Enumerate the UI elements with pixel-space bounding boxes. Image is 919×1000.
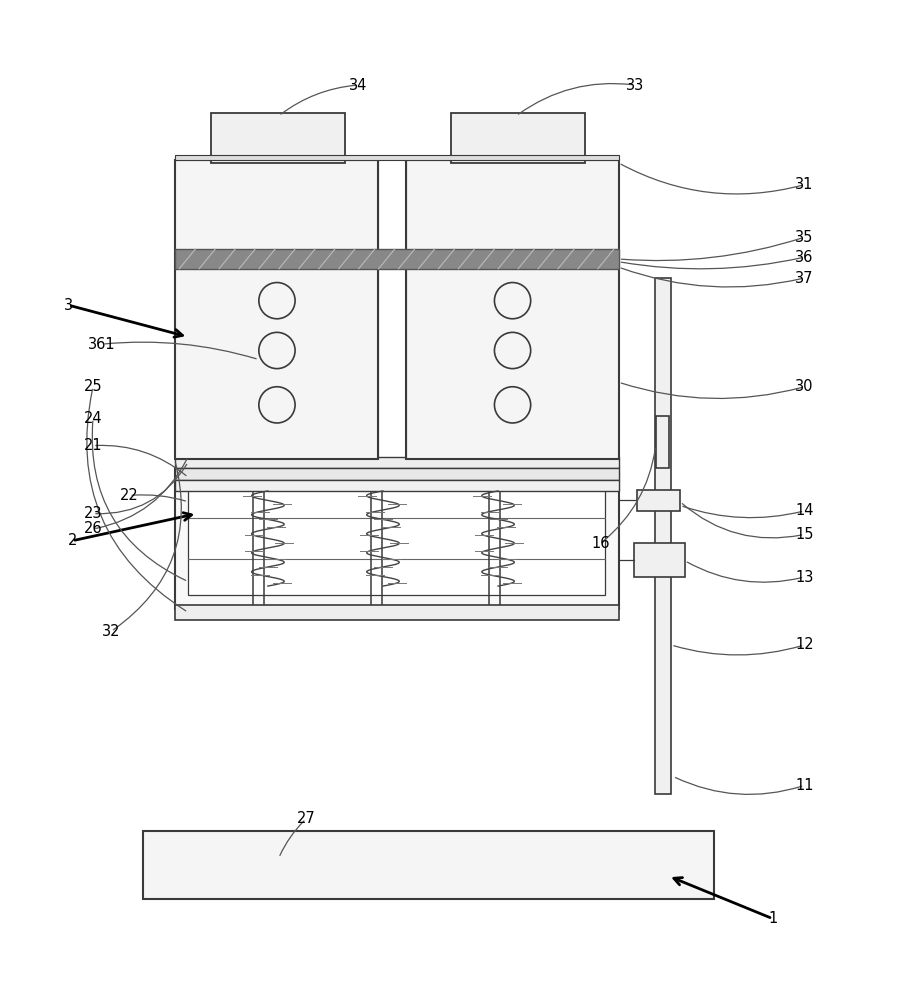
Bar — [633, 543, 684, 577]
Text: 1: 1 — [767, 911, 777, 926]
Text: 21: 21 — [84, 438, 102, 453]
Bar — [175, 605, 618, 620]
Text: 25: 25 — [84, 379, 102, 394]
Text: 2: 2 — [67, 533, 77, 548]
Text: 15: 15 — [794, 527, 812, 542]
Bar — [450, 113, 584, 163]
Bar — [655, 416, 669, 468]
Bar — [636, 490, 679, 511]
Text: 11: 11 — [794, 778, 812, 793]
Text: 23: 23 — [84, 506, 102, 521]
Text: 34: 34 — [349, 78, 368, 93]
Text: 12: 12 — [794, 637, 812, 652]
Bar — [142, 831, 713, 899]
Bar — [654, 278, 670, 794]
Text: 32: 32 — [102, 624, 120, 639]
Text: 31: 31 — [794, 177, 812, 192]
Bar — [405, 160, 618, 459]
Bar — [175, 480, 618, 491]
Bar — [210, 113, 345, 163]
Bar — [175, 457, 618, 468]
Text: 16: 16 — [591, 536, 609, 551]
Bar — [175, 155, 618, 160]
Bar — [175, 468, 618, 609]
Text: 33: 33 — [625, 78, 643, 93]
Bar — [175, 249, 618, 269]
Text: 36: 36 — [794, 250, 812, 265]
Text: 3: 3 — [64, 298, 73, 313]
Text: 30: 30 — [794, 379, 812, 394]
Text: 24: 24 — [84, 411, 102, 426]
Text: 35: 35 — [794, 230, 812, 245]
Bar — [175, 160, 378, 459]
Text: 14: 14 — [794, 503, 812, 518]
Bar — [175, 468, 618, 480]
Text: 27: 27 — [296, 811, 315, 826]
Text: 26: 26 — [84, 521, 102, 536]
Text: 22: 22 — [119, 488, 139, 503]
Text: 361: 361 — [88, 337, 116, 352]
Text: 13: 13 — [794, 570, 812, 585]
Text: 37: 37 — [794, 271, 812, 286]
Bar — [188, 482, 605, 595]
